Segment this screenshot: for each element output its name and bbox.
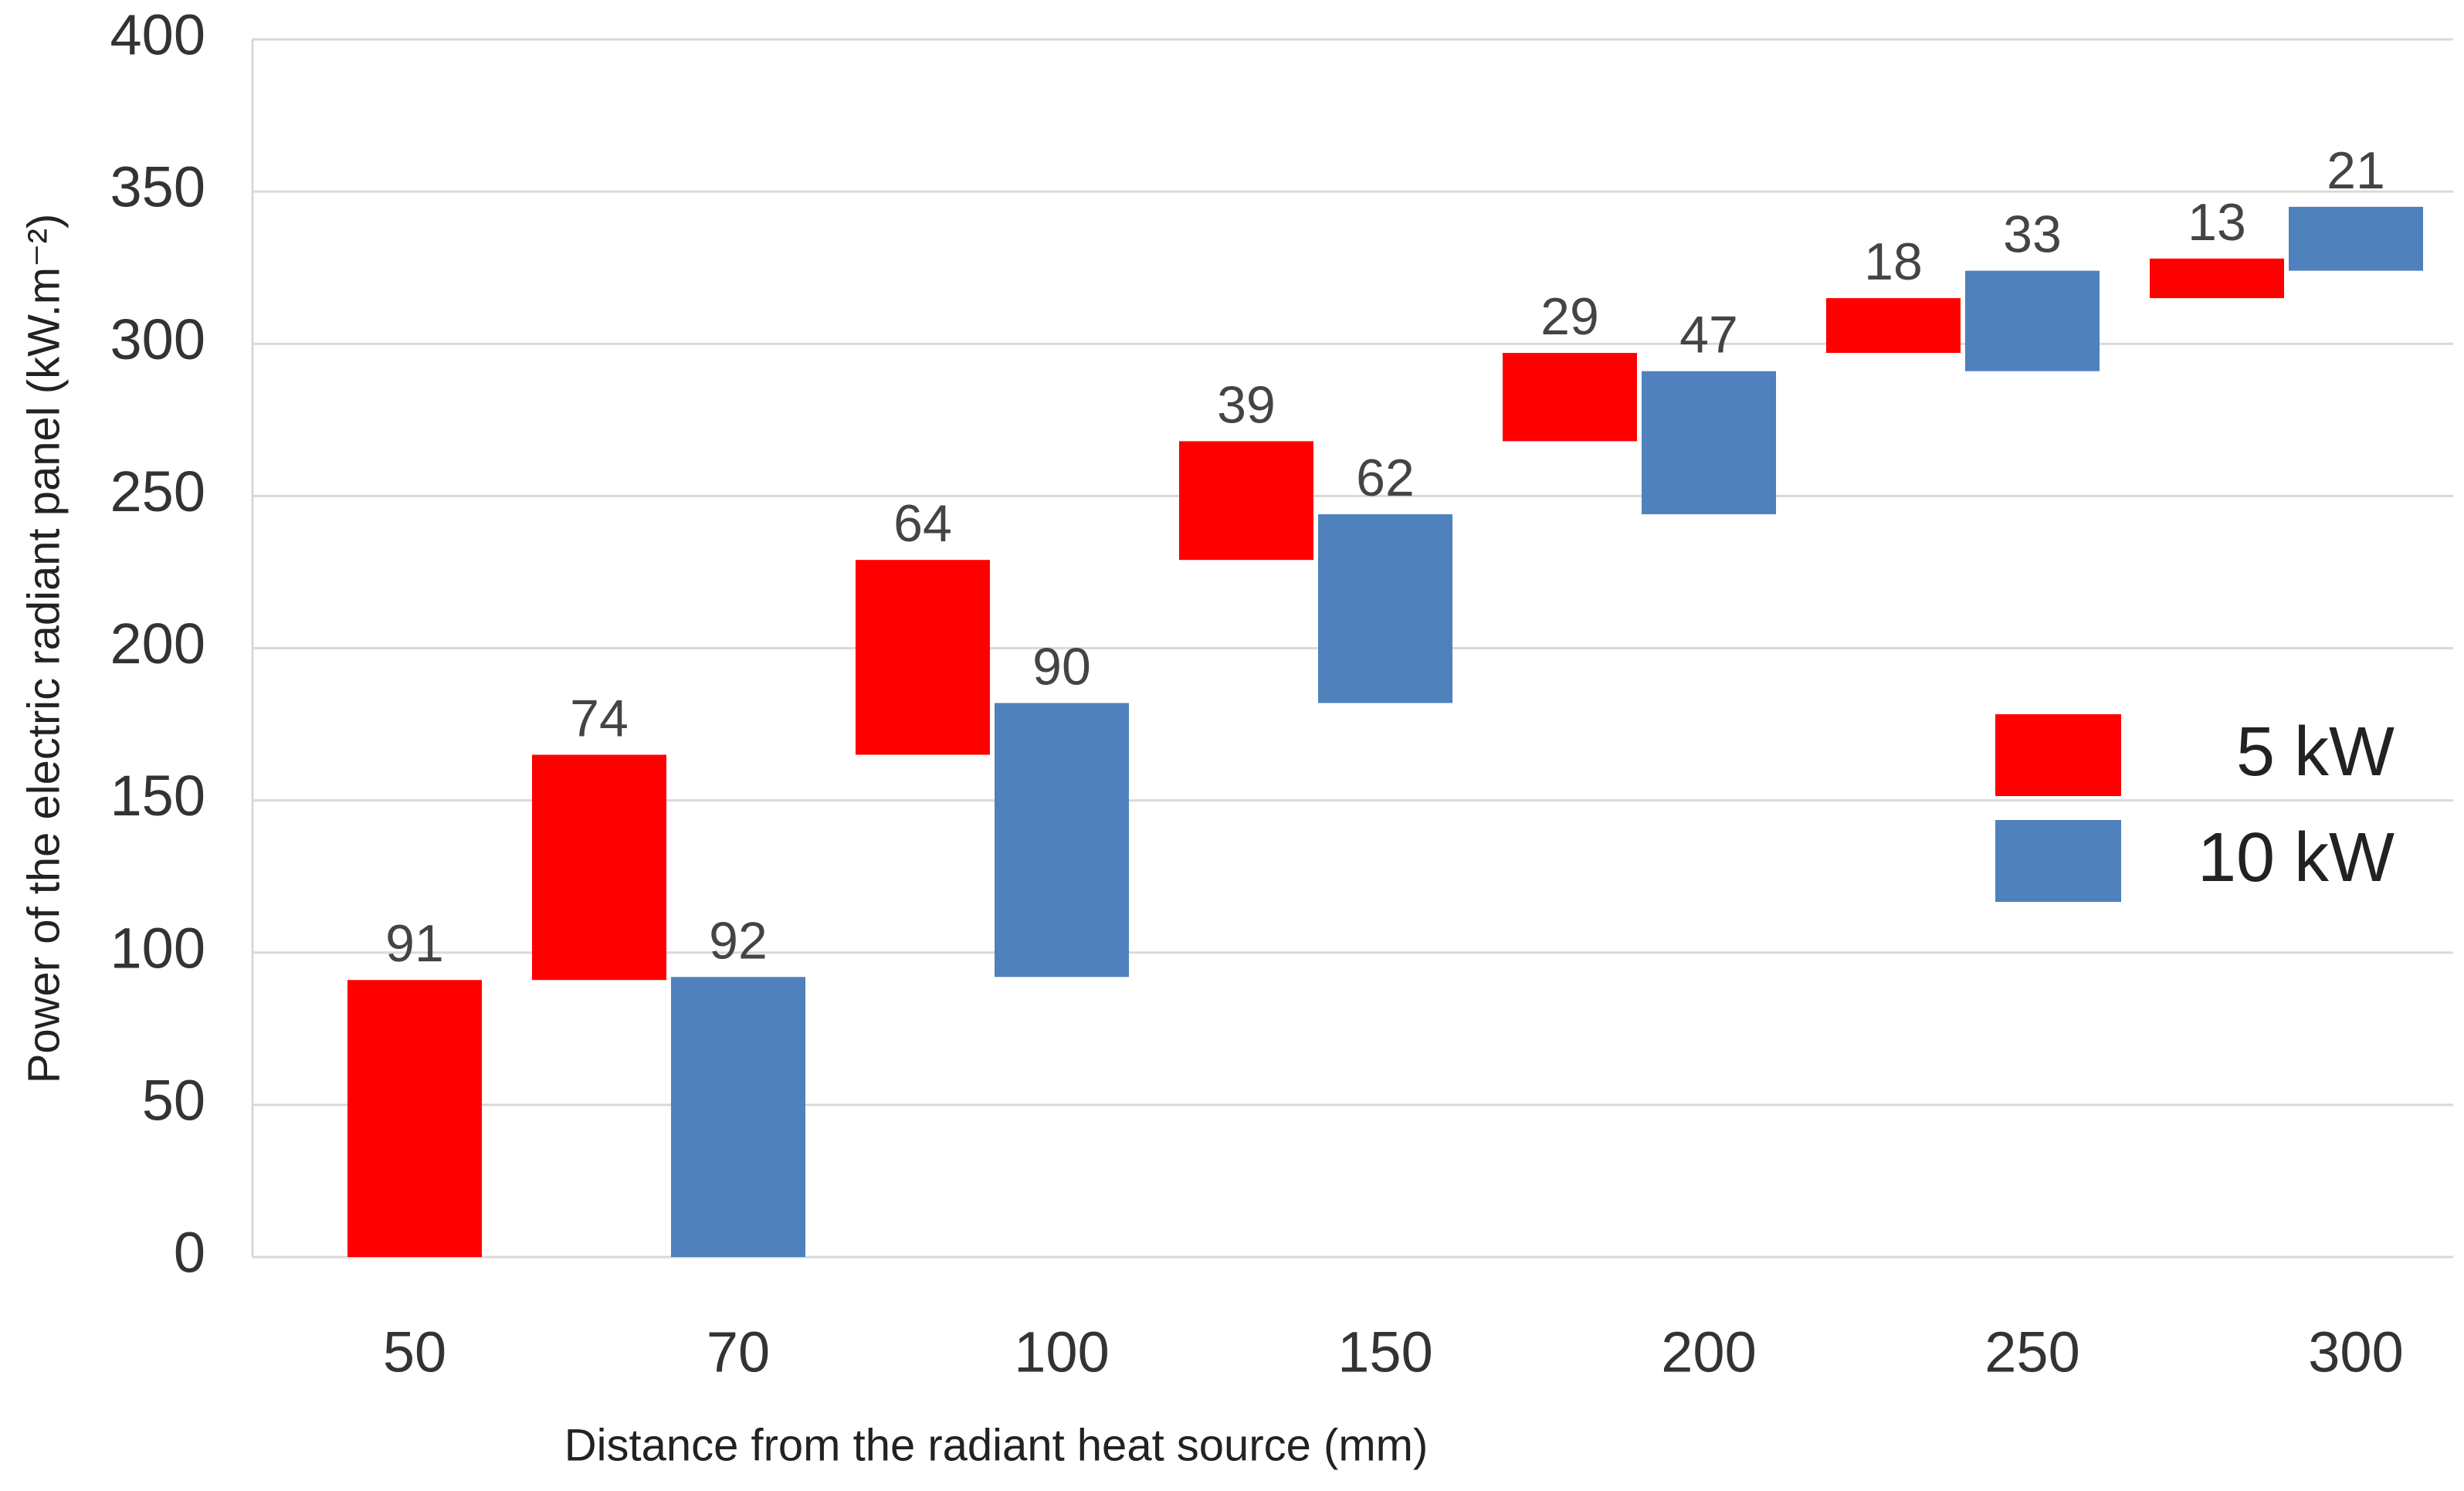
y-tick-label: 200 [110,612,205,676]
bar [2289,206,2423,271]
x-tick-label: 100 [1014,1320,1109,1384]
data-label: 91 [385,914,444,973]
y-axis-title: Power of the electric radiant panel (kW.… [19,214,69,1084]
legend-swatch [1995,714,2121,796]
legend-swatch [1995,820,2121,902]
bar [532,754,666,981]
bar [995,703,1129,978]
y-tick-label: 150 [110,764,205,828]
bar [671,977,805,1257]
x-tick-label: 200 [1661,1320,1756,1384]
data-label: 74 [570,689,629,747]
data-label: 13 [2188,193,2246,252]
data-label: 39 [1217,375,1276,434]
data-label: 18 [1864,232,1923,291]
data-label: 29 [1540,287,1599,346]
x-tick-label: 250 [1984,1320,2079,1384]
x-axis-title: Distance from the radiant heat source (m… [564,1420,1429,1470]
data-label: 64 [893,494,952,553]
bar [856,560,990,755]
legend-label: 10 kW [2198,819,2395,896]
x-tick-label: 50 [383,1320,446,1384]
bar [347,980,482,1257]
y-tick-label: 300 [110,307,205,371]
y-tick-label: 400 [110,3,205,67]
data-label: 21 [2327,141,2385,200]
data-label: 92 [709,911,768,970]
x-tick-label: 70 [707,1320,770,1384]
legend-label: 5 kW [2236,713,2395,791]
bar [1965,270,2100,371]
y-tick-label: 50 [142,1068,205,1132]
data-label: 47 [1679,306,1738,364]
bar [1642,371,1776,515]
data-label: 90 [1032,637,1091,696]
bar [1826,298,1961,354]
bar [1503,353,1637,442]
y-tick-label: 0 [174,1221,205,1285]
bar [1318,514,1452,703]
x-tick-label: 300 [2308,1320,2403,1384]
bar [1179,441,1313,561]
bar [2150,258,2284,299]
y-tick-label: 350 [110,155,205,219]
y-tick-label: 100 [110,916,205,980]
y-tick-label: 250 [110,459,205,524]
data-label: 33 [2003,205,2062,264]
data-label: 62 [1356,449,1415,507]
x-tick-label: 150 [1337,1320,1432,1384]
